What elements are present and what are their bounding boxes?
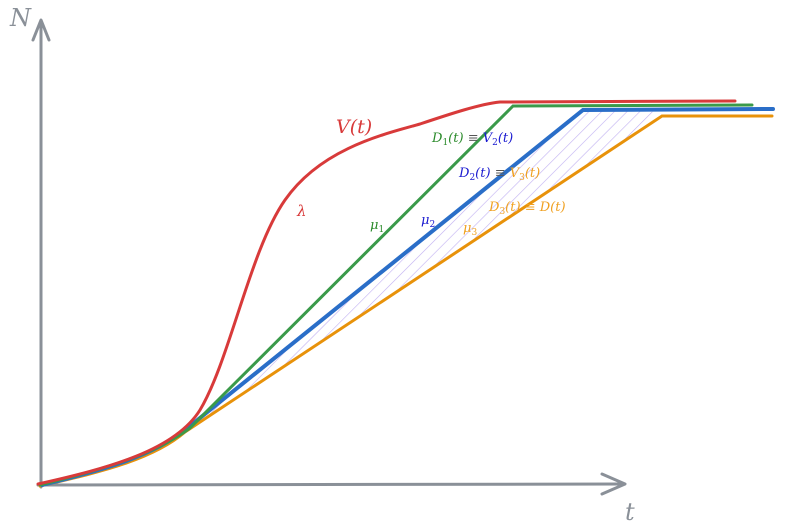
label-D2-equiv-V3: D2(t) ≡ V3(t) xyxy=(459,167,540,183)
label-V2: V2(t) xyxy=(482,131,514,148)
label-V: V(t) xyxy=(336,116,373,138)
label-D1: D1(t) xyxy=(432,131,464,148)
label-D1-equiv-V2: D1(t) ≡ V2(t) xyxy=(432,132,513,148)
label-mu1: μ1 xyxy=(370,218,385,235)
curve-D1 xyxy=(38,103,754,487)
curve-D2 xyxy=(40,107,775,487)
y-axis-label: N xyxy=(10,4,31,32)
equiv-sign: ≡ xyxy=(524,200,536,215)
x-axis xyxy=(36,482,626,487)
label-V3: V3(t) xyxy=(509,166,541,183)
label-lambda: λ xyxy=(297,202,307,220)
curve-D3 xyxy=(38,114,774,488)
y-axis-arrowhead xyxy=(31,18,51,42)
equiv-sign: ≡ xyxy=(467,131,479,146)
label-D: D(t) xyxy=(539,200,566,215)
label-D3: D3(t) xyxy=(489,200,521,217)
x-axis-label: t xyxy=(625,498,635,526)
x-axis-arrowhead xyxy=(600,472,627,496)
label-D3-equiv-D: D3(t) ≡ D(t) xyxy=(489,201,566,217)
equiv-sign: ≡ xyxy=(494,166,506,181)
label-mu2: μ2 xyxy=(421,213,436,230)
curve-V xyxy=(36,99,737,486)
label-mu3: μ3 xyxy=(463,221,478,238)
label-D2: D2(t) xyxy=(459,166,491,183)
